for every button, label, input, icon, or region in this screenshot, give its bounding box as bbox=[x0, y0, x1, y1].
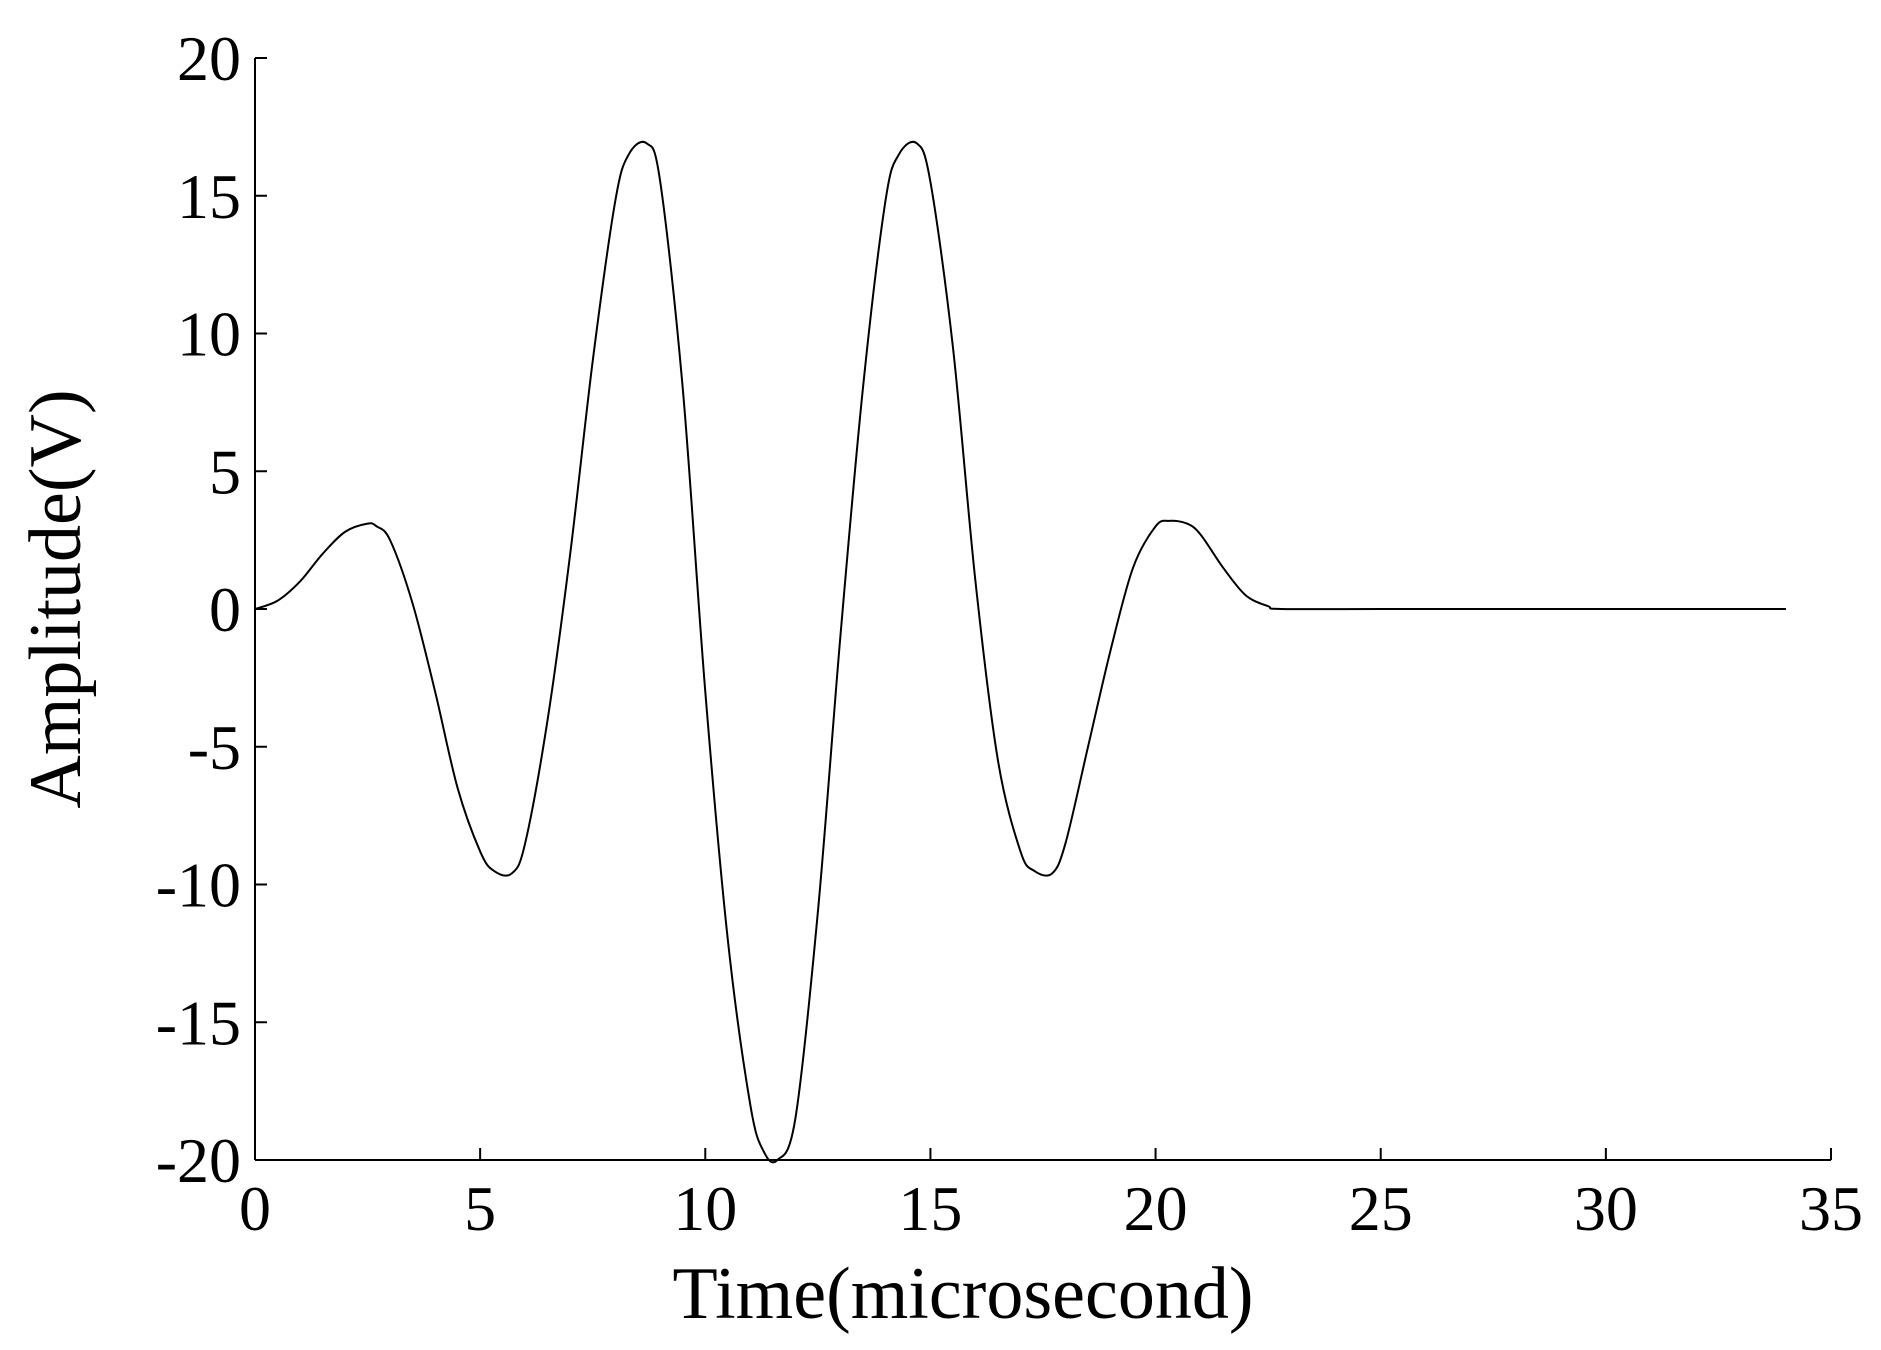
y-tick-label: 10 bbox=[177, 299, 241, 370]
y-tick-label: -5 bbox=[188, 712, 241, 783]
x-ticks: 0 5 10 15 20 25 30 35 bbox=[239, 1148, 1863, 1244]
x-tick-label: 25 bbox=[1349, 1173, 1413, 1244]
y-tick-label: -15 bbox=[156, 987, 241, 1058]
x-tick-label: 15 bbox=[898, 1173, 962, 1244]
x-tick-label: 30 bbox=[1574, 1173, 1638, 1244]
x-tick-label: 10 bbox=[673, 1173, 737, 1244]
series-line bbox=[254, 140, 1786, 1164]
y-tick-label: 15 bbox=[177, 161, 241, 232]
x-tick-label: 5 bbox=[464, 1173, 496, 1244]
y-tick-label: 5 bbox=[209, 436, 241, 507]
y-tick-label: 20 bbox=[177, 23, 241, 94]
y-ticks: -20 -15 -10 -5 0 5 10 15 20 bbox=[156, 23, 267, 1196]
x-axis-title: Time(microsecond) bbox=[673, 1253, 1254, 1335]
x-tick-label: 20 bbox=[1124, 1173, 1188, 1244]
y-tick-label: -10 bbox=[156, 850, 241, 921]
y-axis-title: Amplitude(V) bbox=[15, 389, 97, 808]
y-tick-label: -20 bbox=[156, 1125, 241, 1196]
x-tick-label: 35 bbox=[1799, 1173, 1863, 1244]
x-tick-label: 0 bbox=[239, 1173, 271, 1244]
y-tick-label: 0 bbox=[209, 574, 241, 645]
